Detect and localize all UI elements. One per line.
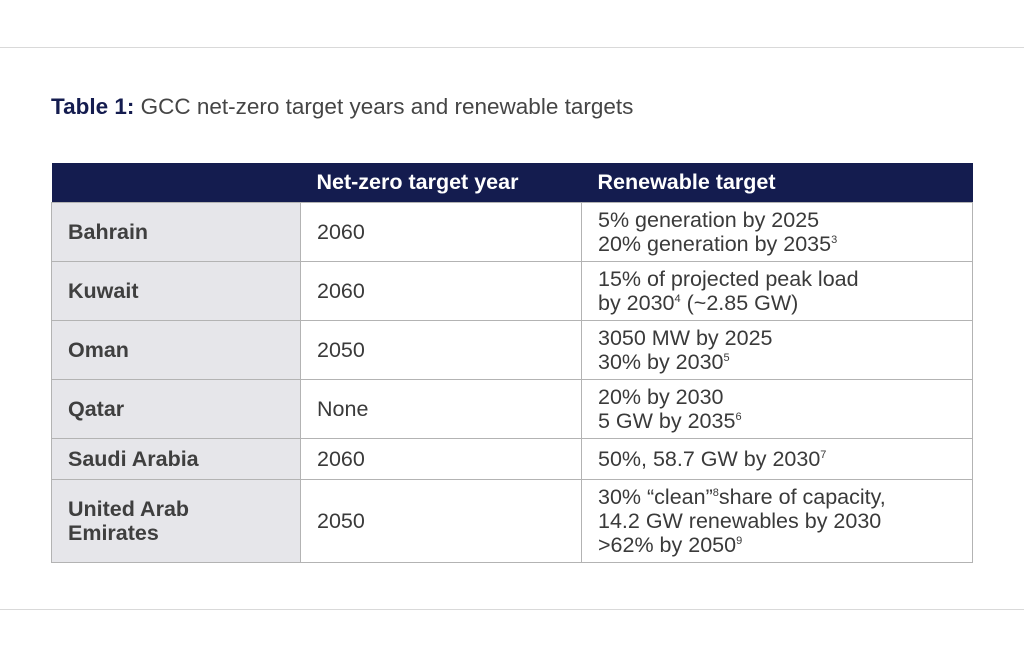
renewable-text: 3050 MW by 2025 xyxy=(598,326,773,350)
renewable-target-cell: 20% by 2030 5 GW by 20356 xyxy=(581,379,973,439)
country-cell: Oman xyxy=(51,320,301,380)
renewable-text: 20% by 2030 xyxy=(598,385,724,409)
footnote-ref: 6 xyxy=(735,410,742,423)
renewable-line: 3050 MW by 2025 xyxy=(598,326,972,350)
net-zero-year-cell: 2060 xyxy=(300,261,582,321)
net-zero-table: Net-zero target year Renewable target Ba… xyxy=(51,163,973,563)
table-row: Qatar None 20% by 2030 5 GW by 20356 xyxy=(51,379,973,439)
header-renewable-target: Renewable target xyxy=(581,163,973,203)
renewable-text: 15% of projected peak load xyxy=(598,267,859,291)
footnote-ref: 3 xyxy=(831,233,838,246)
caption-text: GCC net-zero target years and renewable … xyxy=(140,94,634,119)
renewable-line: 20% generation by 20353 xyxy=(598,232,972,256)
renewable-text: by 2030 xyxy=(598,291,675,315)
renewable-tail: (~2.85 GW) xyxy=(680,291,799,315)
net-zero-year-cell: 2060 xyxy=(300,202,582,262)
renewable-text: 30% “clean” xyxy=(598,485,713,509)
renewable-line: by 20304 (~2.85 GW) xyxy=(598,291,972,315)
net-zero-year-cell: None xyxy=(300,379,582,439)
country-name: Bahrain xyxy=(68,220,149,244)
footnote-ref: 5 xyxy=(723,351,730,364)
country-name: Qatar xyxy=(68,397,125,421)
table-caption: Table 1: GCC net-zero target years and r… xyxy=(51,94,633,120)
table-row: United Arab Emirates 2050 30% “clean”8sh… xyxy=(51,479,973,563)
renewable-target-cell: 30% “clean”8share of capacity, 14.2 GW r… xyxy=(581,479,973,563)
renewable-tail: share of capacity, xyxy=(718,485,886,509)
table-row: Bahrain 2060 5% generation by 2025 20% g… xyxy=(51,202,973,262)
renewable-target-cell: 5% generation by 2025 20% generation by … xyxy=(581,202,973,262)
renewable-text: >62% by 2050 xyxy=(598,533,737,557)
top-divider xyxy=(0,47,1024,48)
renewable-line: 14.2 GW renewables by 2030 xyxy=(598,509,972,533)
country-name: Kuwait xyxy=(68,279,139,303)
country-name: Saudi Arabia xyxy=(68,447,199,471)
country-cell: Bahrain xyxy=(51,202,301,262)
footnote-ref: 9 xyxy=(736,534,743,547)
country-name: United Arab xyxy=(68,497,190,521)
table-row: Oman 2050 3050 MW by 2025 30% by 20305 xyxy=(51,320,973,380)
renewable-text: 20% generation by 2035 xyxy=(598,232,832,256)
table-row: Kuwait 2060 15% of projected peak load b… xyxy=(51,261,973,321)
renewable-line: 30% “clean”8share of capacity, xyxy=(598,485,972,509)
renewable-line: >62% by 20509 xyxy=(598,533,972,557)
country-name: Emirates xyxy=(68,521,159,545)
renewable-target-cell: 15% of projected peak load by 20304 (~2.… xyxy=(581,261,973,321)
footnote-ref: 4 xyxy=(674,292,681,305)
table-header-row: Net-zero target year Renewable target xyxy=(51,163,973,203)
header-net-zero-year: Net-zero target year xyxy=(300,163,582,203)
renewable-line: 5% generation by 2025 xyxy=(598,208,972,232)
renewable-line: 50%, 58.7 GW by 20307 xyxy=(598,447,972,471)
renewable-line: 30% by 20305 xyxy=(598,350,972,374)
country-cell: Qatar xyxy=(51,379,301,439)
header-corner xyxy=(51,163,301,203)
renewable-text: 5% generation by 2025 xyxy=(598,208,820,232)
net-zero-year-cell: 2060 xyxy=(300,438,582,480)
bottom-divider xyxy=(0,609,1024,610)
country-name: Oman xyxy=(68,338,129,362)
renewable-target-cell: 3050 MW by 2025 30% by 20305 xyxy=(581,320,973,380)
caption-label: Table 1: xyxy=(51,94,135,119)
renewable-target-cell: 50%, 58.7 GW by 20307 xyxy=(581,438,973,480)
renewable-line: 5 GW by 20356 xyxy=(598,409,972,433)
renewable-text: 14.2 GW renewables by 2030 xyxy=(598,509,882,533)
country-cell: United Arab Emirates xyxy=(51,479,301,563)
country-cell: Saudi Arabia xyxy=(51,438,301,480)
renewable-text: 30% by 2030 xyxy=(598,350,724,374)
footnote-ref: 7 xyxy=(820,448,827,461)
renewable-text: 50%, 58.7 GW by 2030 xyxy=(598,447,821,471)
country-cell: Kuwait xyxy=(51,261,301,321)
net-zero-year-cell: 2050 xyxy=(300,320,582,380)
renewable-line: 20% by 2030 xyxy=(598,385,972,409)
net-zero-year-cell: 2050 xyxy=(300,479,582,563)
table-row: Saudi Arabia 2060 50%, 58.7 GW by 20307 xyxy=(51,438,973,480)
footnote-ref: 8 xyxy=(712,486,719,499)
renewable-line: 15% of projected peak load xyxy=(598,267,972,291)
renewable-text: 5 GW by 2035 xyxy=(598,409,736,433)
